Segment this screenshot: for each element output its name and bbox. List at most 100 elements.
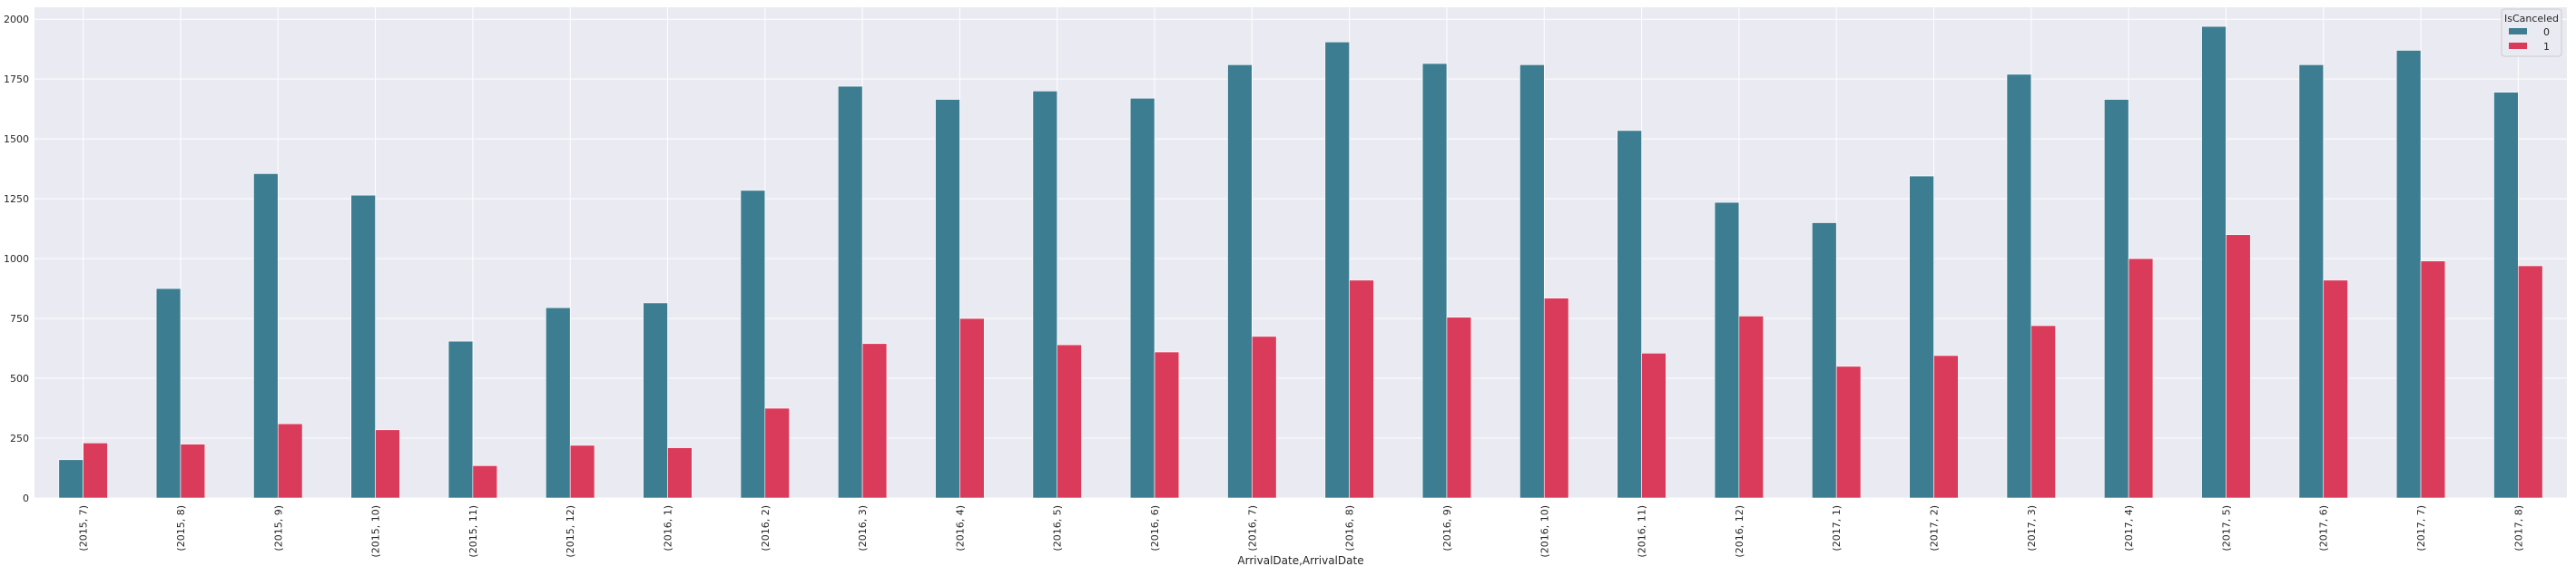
bar-series-0-1[interactable] (155, 288, 182, 499)
bar-series-1-7[interactable] (764, 407, 790, 499)
bar-series-0-18[interactable] (1812, 222, 1837, 499)
bar-series-0-0[interactable] (58, 459, 84, 499)
plot-area (34, 7, 2567, 498)
x-tick-label: (2016, 2) (760, 505, 772, 552)
bar-series-1-8[interactable] (861, 343, 888, 499)
bar-series-0-25[interactable] (2493, 92, 2519, 499)
y-tick-label: 2000 (4, 14, 29, 25)
bar-series-1-4[interactable] (472, 465, 498, 499)
x-tick-label: (2016, 5) (1052, 505, 1064, 552)
bar-series-1-13[interactable] (1349, 279, 1374, 499)
bar-series-0-19[interactable] (1909, 175, 1934, 499)
x-tick-label: (2016, 8) (1344, 505, 1356, 552)
y-tick-label: 500 (10, 373, 29, 385)
legend-label-0: 0 (2543, 26, 2550, 38)
bar-series-0-24[interactable] (2395, 50, 2422, 499)
bar-series-0-11[interactable] (1129, 97, 1155, 499)
legend[interactable]: IsCanceled 0 1 (2501, 8, 2562, 57)
bar-series-1-0[interactable] (83, 443, 108, 499)
x-tick-label: (2017, 6) (2318, 505, 2330, 552)
bar-series-0-6[interactable] (643, 302, 668, 499)
bar-series-0-10[interactable] (1032, 91, 1058, 499)
bar-series-1-21[interactable] (2128, 258, 2154, 499)
bar-series-1-15[interactable] (1543, 298, 1569, 499)
bar-series-1-23[interactable] (2323, 279, 2348, 499)
bar-series-0-4[interactable] (447, 340, 474, 499)
legend-swatch-1 (2509, 43, 2527, 49)
x-tick-label: (2015, 8) (175, 505, 187, 552)
y-tick-label: 1500 (4, 133, 29, 145)
bar-series-1-25[interactable] (2518, 265, 2543, 499)
y-tick-label: 750 (10, 313, 29, 325)
bar-series-1-5[interactable] (569, 444, 595, 499)
bar-series-0-5[interactable] (546, 307, 571, 499)
y-tick-label: 250 (10, 433, 29, 444)
x-axis-title: ArrivalDate,ArrivalDate (1237, 554, 1363, 567)
x-tick-label: (2016, 6) (1149, 505, 1161, 552)
x-tick-label: (2017, 3) (2026, 505, 2038, 552)
bar-series-1-24[interactable] (2420, 260, 2446, 499)
x-tick-label: (2017, 4) (2123, 505, 2135, 552)
bar-series-0-7[interactable] (740, 190, 766, 499)
x-axis-ticks: (2015, 7) (2015, 8) (2015, 9) (2015, 10) (20… (78, 505, 2525, 558)
bar-series-1-22[interactable] (2226, 234, 2251, 499)
x-tick-label: (2016, 7) (1246, 505, 1258, 552)
bar-series-0-3[interactable] (350, 194, 376, 499)
x-tick-label: (2015, 12) (565, 505, 576, 558)
bar-series-0-13[interactable] (1324, 41, 1350, 499)
bar-series-1-14[interactable] (1446, 317, 1472, 499)
x-tick-label: (2015, 9) (272, 505, 284, 552)
bar-series-1-2[interactable] (277, 423, 303, 499)
y-tick-label: 1250 (4, 193, 29, 205)
bar-series-1-3[interactable] (375, 429, 400, 499)
x-tick-label: (2015, 10) (370, 505, 382, 558)
x-tick-label: (2017, 8) (2512, 505, 2524, 552)
x-tick-label: (2016, 4) (954, 505, 966, 552)
bar-series-0-17[interactable] (1714, 201, 1740, 499)
x-tick-label: (2017, 7) (2415, 505, 2427, 552)
x-tick-label: (2017, 2) (1929, 505, 1941, 552)
y-tick-label: 0 (23, 493, 29, 504)
bar-series-1-6[interactable] (667, 447, 693, 499)
bar-series-0-16[interactable] (1617, 130, 1642, 499)
x-tick-label: (2015, 7) (78, 505, 90, 552)
bar-series-0-8[interactable] (837, 85, 863, 499)
x-tick-label: (2016, 1) (663, 505, 674, 552)
y-axis-ticks: 0 250 500 750 1000 1250 1500 1750 2000 (4, 14, 29, 504)
bars (58, 25, 2543, 499)
legend-swatch-0 (2509, 28, 2527, 34)
x-tick-label: (2016, 10) (1539, 505, 1550, 558)
bar-series-0-9[interactable] (935, 99, 960, 499)
bar-series-1-18[interactable] (1835, 366, 1862, 499)
y-tick-label: 1750 (4, 73, 29, 85)
bar-series-1-12[interactable] (1252, 336, 1277, 499)
bar-series-1-9[interactable] (959, 317, 985, 499)
bar-series-1-17[interactable] (1738, 316, 1765, 499)
bar-series-0-15[interactable] (1519, 64, 1545, 499)
x-tick-label: (2016, 9) (1441, 505, 1453, 552)
y-tick-label: 1000 (4, 253, 29, 265)
x-tick-label: (2016, 3) (857, 505, 869, 552)
bar-series-0-12[interactable] (1227, 64, 1253, 499)
bar-series-0-22[interactable] (2201, 25, 2227, 499)
bar-series-0-20[interactable] (2006, 73, 2032, 499)
bar-series-1-10[interactable] (1057, 344, 1082, 499)
bar-series-1-20[interactable] (2030, 325, 2056, 499)
bar-series-1-11[interactable] (1154, 351, 1180, 499)
legend-title: IsCanceled (2504, 13, 2559, 24)
bar-series-1-19[interactable] (1933, 355, 1959, 499)
bar-series-1-16[interactable] (1641, 353, 1667, 499)
bar-series-0-23[interactable] (2298, 64, 2325, 499)
x-tick-label: (2016, 12) (1734, 505, 1745, 558)
x-tick-label: (2017, 1) (1831, 505, 1843, 552)
bar-series-0-14[interactable] (1421, 63, 1448, 499)
bar-series-0-21[interactable] (2103, 99, 2129, 499)
bar-series-1-1[interactable] (180, 444, 206, 499)
x-tick-label: (2015, 11) (467, 505, 479, 558)
x-tick-label: (2016, 11) (1637, 505, 1648, 558)
legend-label-1: 1 (2543, 41, 2550, 53)
bar-series-0-2[interactable] (253, 173, 279, 499)
x-tick-label: (2017, 5) (2220, 505, 2232, 552)
